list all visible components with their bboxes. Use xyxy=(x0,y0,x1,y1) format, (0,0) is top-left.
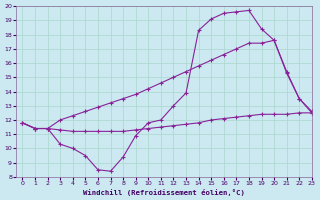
X-axis label: Windchill (Refroidissement éolien,°C): Windchill (Refroidissement éolien,°C) xyxy=(83,189,245,196)
